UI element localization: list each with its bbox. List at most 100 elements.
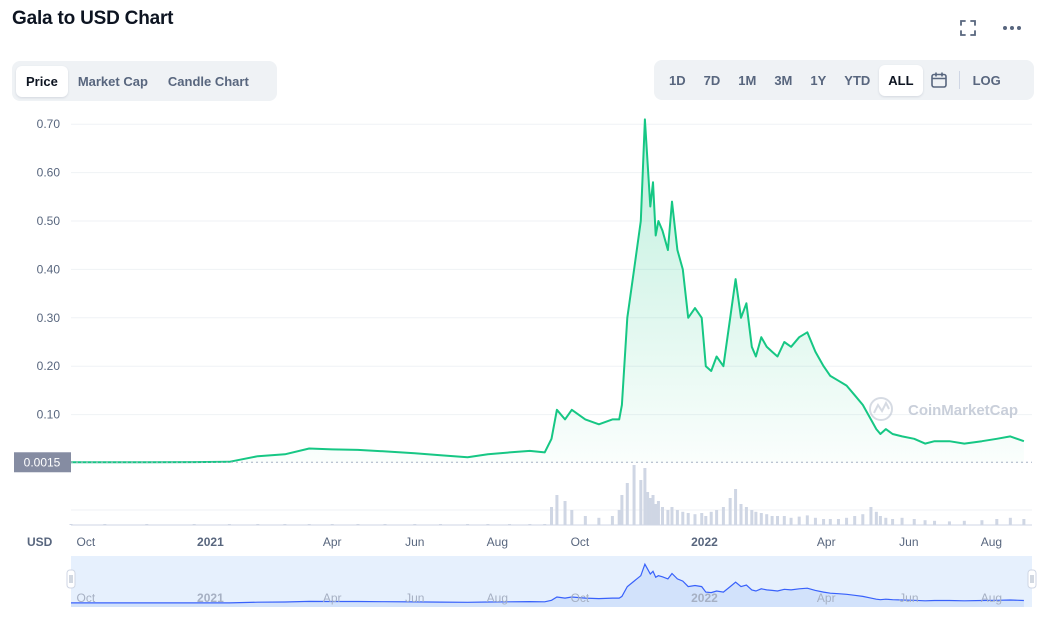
- volume-bar: [782, 516, 786, 525]
- range-1y[interactable]: 1Y: [810, 72, 827, 88]
- volume-bar: [1022, 519, 1026, 525]
- x-tick-label: 2021: [197, 535, 224, 549]
- x-tick-label: 2022: [691, 535, 718, 549]
- chart-type-tabs: Price Market Cap Candle Chart: [12, 61, 277, 101]
- volume-bar: [797, 516, 801, 525]
- range-1m[interactable]: 1M: [738, 72, 757, 88]
- volume-bar: [700, 513, 704, 525]
- volume-bar: [884, 517, 888, 525]
- volume-bar: [508, 524, 512, 525]
- range-all[interactable]: ALL: [879, 64, 923, 96]
- watermark-text: CoinMarketCap: [908, 402, 1018, 419]
- volume-bar: [583, 516, 587, 525]
- volume-bar: [639, 480, 643, 525]
- volume-bar: [648, 498, 652, 525]
- y-tick-label: 0.10: [37, 408, 61, 422]
- tab-market-cap[interactable]: Market Cap: [77, 73, 148, 89]
- x-tick-label: Oct: [77, 535, 96, 549]
- volume-bar: [754, 511, 758, 525]
- navigator-tick-label: Apr: [817, 591, 836, 605]
- volume-bar: [570, 510, 574, 525]
- volume-bar: [307, 524, 311, 525]
- volume-bar: [651, 495, 655, 525]
- volume-bar: [704, 516, 708, 525]
- volume-bar: [654, 504, 658, 525]
- volume-bar: [528, 524, 532, 525]
- volume-bar: [728, 498, 732, 525]
- y-tick-label: 0.50: [37, 214, 61, 228]
- navigator-tick-label: Oct: [571, 591, 590, 605]
- current-price-tag: [14, 452, 71, 473]
- volume-bar: [486, 524, 490, 525]
- range-3m[interactable]: 3M: [774, 72, 793, 88]
- range-ytd[interactable]: YTD: [844, 72, 871, 88]
- navigator-tick-label: Jun: [899, 591, 918, 605]
- range-7d[interactable]: 7D: [703, 72, 721, 88]
- tab-candle-chart[interactable]: Candle Chart: [167, 73, 249, 89]
- current-price-label: 0.0015: [24, 455, 61, 469]
- volume-bar: [995, 519, 999, 525]
- range-1d[interactable]: 1D: [669, 72, 686, 88]
- volume-bar: [853, 516, 857, 525]
- volume-bar: [765, 514, 769, 525]
- volume-bar: [980, 520, 984, 525]
- volume-bar: [103, 524, 107, 525]
- currency-label: USD: [27, 535, 53, 549]
- fullscreen-icon[interactable]: [954, 14, 982, 42]
- volume-bar: [439, 524, 443, 525]
- volume-bar: [822, 519, 826, 525]
- x-tick-label: Aug: [981, 535, 1002, 549]
- volume-bar: [805, 515, 809, 525]
- navigator-tick-label: 2022: [691, 591, 718, 605]
- volume-bar: [861, 514, 865, 525]
- volume-bar: [739, 504, 743, 525]
- volume-bar: [734, 489, 738, 525]
- chart-title: Gala to USD Chart: [12, 8, 174, 29]
- x-tick-label: Aug: [487, 535, 508, 549]
- navigator-tick-label: Oct: [77, 591, 96, 605]
- volume-bar: [869, 507, 873, 525]
- x-tick-label: Oct: [571, 535, 590, 549]
- x-tick-label: Apr: [817, 535, 836, 549]
- navigator-tick-label: Jun: [405, 591, 424, 605]
- more-horizontal-icon[interactable]: [998, 14, 1026, 42]
- navigator-tick-label: Aug: [487, 591, 508, 605]
- volume-bar: [660, 507, 664, 525]
- volume-bar: [383, 524, 387, 525]
- navigator-left-handle[interactable]: [66, 569, 76, 589]
- volume-bar: [878, 516, 882, 525]
- price-line: [71, 118, 1025, 464]
- navigator-tick-label: Apr: [323, 591, 342, 605]
- volume-bar: [912, 519, 916, 525]
- tab-price[interactable]: Price: [16, 65, 68, 97]
- volume-bar: [813, 517, 817, 525]
- y-tick-label: 0.20: [37, 359, 61, 373]
- calendar-icon[interactable]: [923, 65, 955, 96]
- volume-bar: [543, 524, 547, 525]
- volume-bar: [227, 524, 231, 525]
- volume-bar: [923, 520, 927, 525]
- navigator-area: [71, 564, 1024, 607]
- navigator-right-handle[interactable]: [1027, 569, 1037, 589]
- volume-bar: [836, 519, 840, 525]
- volume-bar: [693, 514, 697, 525]
- volume-bar: [709, 511, 713, 525]
- volume-bar: [675, 510, 679, 525]
- volume-bar: [597, 517, 601, 525]
- volume-bar: [632, 465, 636, 525]
- range-selector: 1D 7D 1M 3M 1Y YTD ALL LOG: [654, 60, 1034, 100]
- volume-bar: [670, 507, 674, 525]
- navigator-tick-label: Aug: [981, 591, 1002, 605]
- volume-bar: [625, 483, 629, 525]
- volume-bar: [555, 495, 559, 525]
- volume-bar: [845, 517, 849, 525]
- volume-bar: [145, 524, 149, 525]
- volume-bar: [933, 520, 937, 525]
- range-separator: [958, 71, 960, 89]
- volume-bar: [891, 519, 895, 525]
- log-toggle[interactable]: LOG: [972, 72, 1001, 88]
- volume-bar: [828, 519, 832, 525]
- volume-bar: [643, 468, 647, 525]
- volume-bar: [356, 524, 360, 525]
- volume-bar: [750, 510, 754, 525]
